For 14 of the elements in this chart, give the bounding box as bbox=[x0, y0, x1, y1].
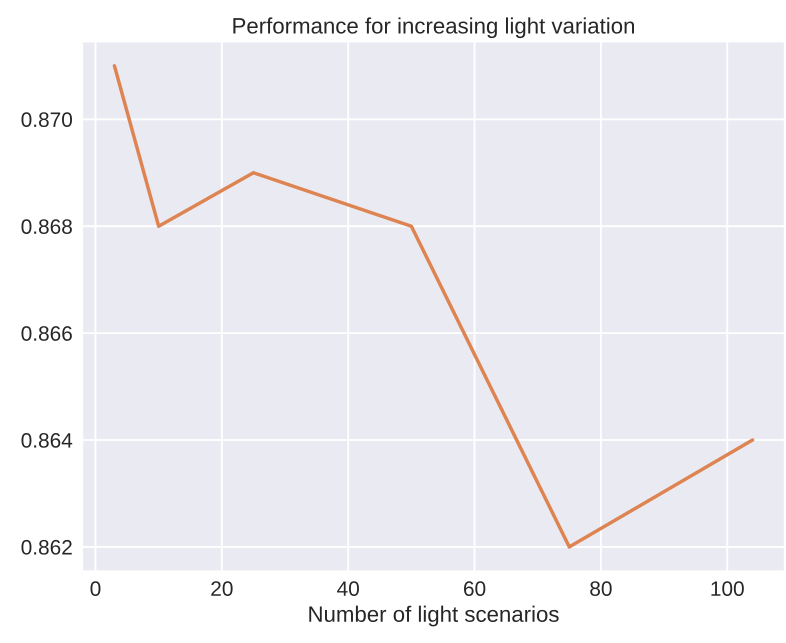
x-tick-label: 20 bbox=[211, 581, 233, 596]
x-tick-label: 100 bbox=[711, 581, 744, 596]
y-tick-label: 0.866 bbox=[21, 326, 72, 341]
y-tick-label: 0.868 bbox=[21, 219, 72, 234]
x-axis-title: Number of light scenarios bbox=[309, 606, 559, 626]
x-tick-label: 60 bbox=[464, 581, 486, 596]
line-series bbox=[112, 64, 754, 549]
x-tick-label: 80 bbox=[590, 581, 612, 596]
y-tick-label: 0.862 bbox=[21, 540, 72, 555]
y-tick-label: 0.864 bbox=[21, 433, 72, 448]
y-tick-label: 0.870 bbox=[21, 112, 72, 128]
x-tick-label: 0 bbox=[90, 581, 100, 596]
chart-title: Performance for increasing light variation bbox=[233, 17, 634, 38]
x-tick-label: 40 bbox=[337, 581, 359, 596]
